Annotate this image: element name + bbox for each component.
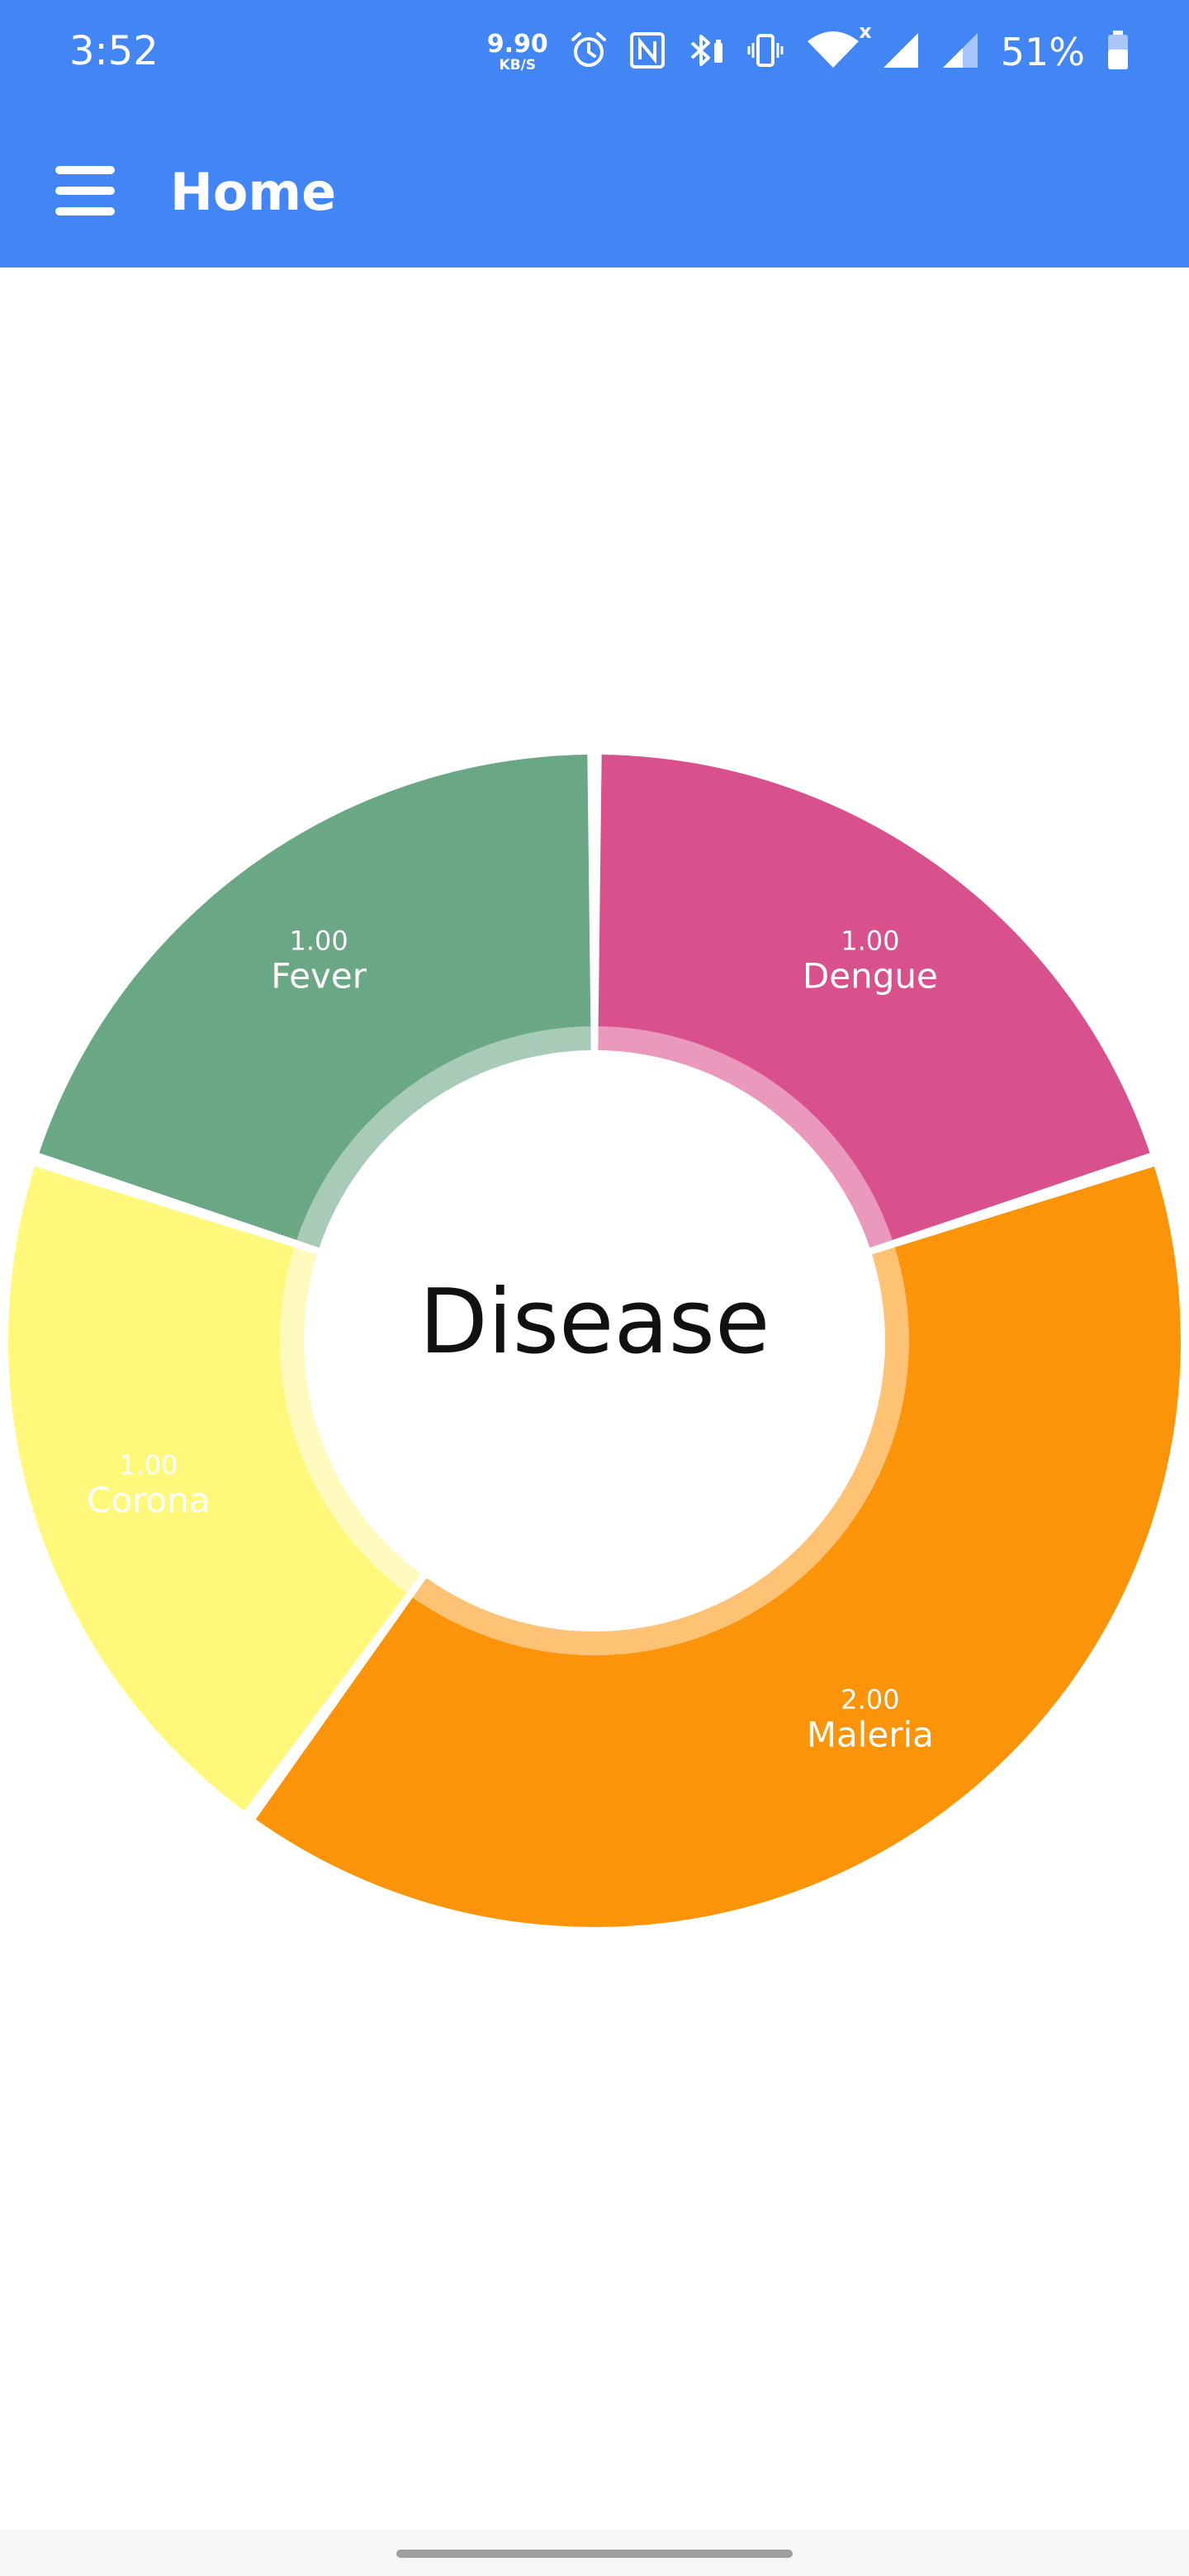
signal-icon — [882, 31, 920, 73]
signal-icon — [941, 31, 979, 73]
slice-value-label-fever: 1.00 — [290, 925, 348, 956]
slice-corona[interactable] — [7, 1166, 407, 1811]
slice-inner-ring-corona — [279, 1247, 421, 1593]
slice-category-label-maleria: Maleria — [807, 1715, 934, 1755]
network-speed-unit: KB/S — [499, 56, 537, 73]
slice-inner-ring-dengue — [598, 1026, 893, 1248]
status-bar: 3:52 9.90 KB/S — [0, 0, 1189, 102]
slice-category-label-dengue: Dengue — [803, 955, 938, 996]
nfc-icon — [629, 31, 666, 73]
donut-chart-svg: 1.00Dengue2.00Maleria1.00Corona1.00Fever… — [7, 755, 1181, 1927]
battery-icon — [1106, 30, 1130, 74]
wifi-icon: x — [806, 20, 872, 74]
slice-category-label-fever: Fever — [271, 955, 367, 996]
app-bar: Home — [0, 102, 1189, 268]
slice-inner-ring-maleria — [412, 1247, 910, 1655]
navigation-bar — [0, 2530, 1189, 2576]
slice-maleria[interactable] — [255, 1166, 1181, 1927]
slice-dengue[interactable] — [598, 755, 1150, 1241]
network-speed-value: 9.90 — [486, 29, 548, 59]
hamburger-menu-icon — [55, 164, 115, 220]
slice-category-label-corona: Corona — [87, 1480, 210, 1521]
menu-button[interactable] — [48, 155, 122, 230]
slice-fever[interactable] — [39, 755, 591, 1241]
network-type-badge: x — [859, 20, 872, 43]
slice-inner-ring-fever — [296, 1026, 591, 1248]
alarm-icon — [570, 31, 608, 73]
disease-donut-chart: 1.00 Dengue 2.00 Maleria 1.00 Corona 1.00 Fever… — [0, 743, 1189, 1949]
slice-value-label-corona: 1.00 — [119, 1450, 178, 1481]
status-icons: 9.90 KB/S — [486, 20, 1130, 79]
chart-center-title: Disease — [419, 1271, 770, 1374]
battery-percentage: 51% — [1000, 30, 1085, 74]
status-time: 3:52 — [69, 28, 159, 74]
slice-value-label-maleria: 2.00 — [841, 1684, 899, 1716]
vibrate-icon — [746, 31, 784, 73]
bluetooth-battery-icon — [687, 31, 725, 73]
network-speed: 9.90 KB/S — [486, 29, 548, 73]
page-title: Home — [170, 162, 337, 222]
home-gesture-pill[interactable] — [396, 2550, 793, 2558]
slice-value-label-dengue: 1.00 — [841, 925, 899, 956]
